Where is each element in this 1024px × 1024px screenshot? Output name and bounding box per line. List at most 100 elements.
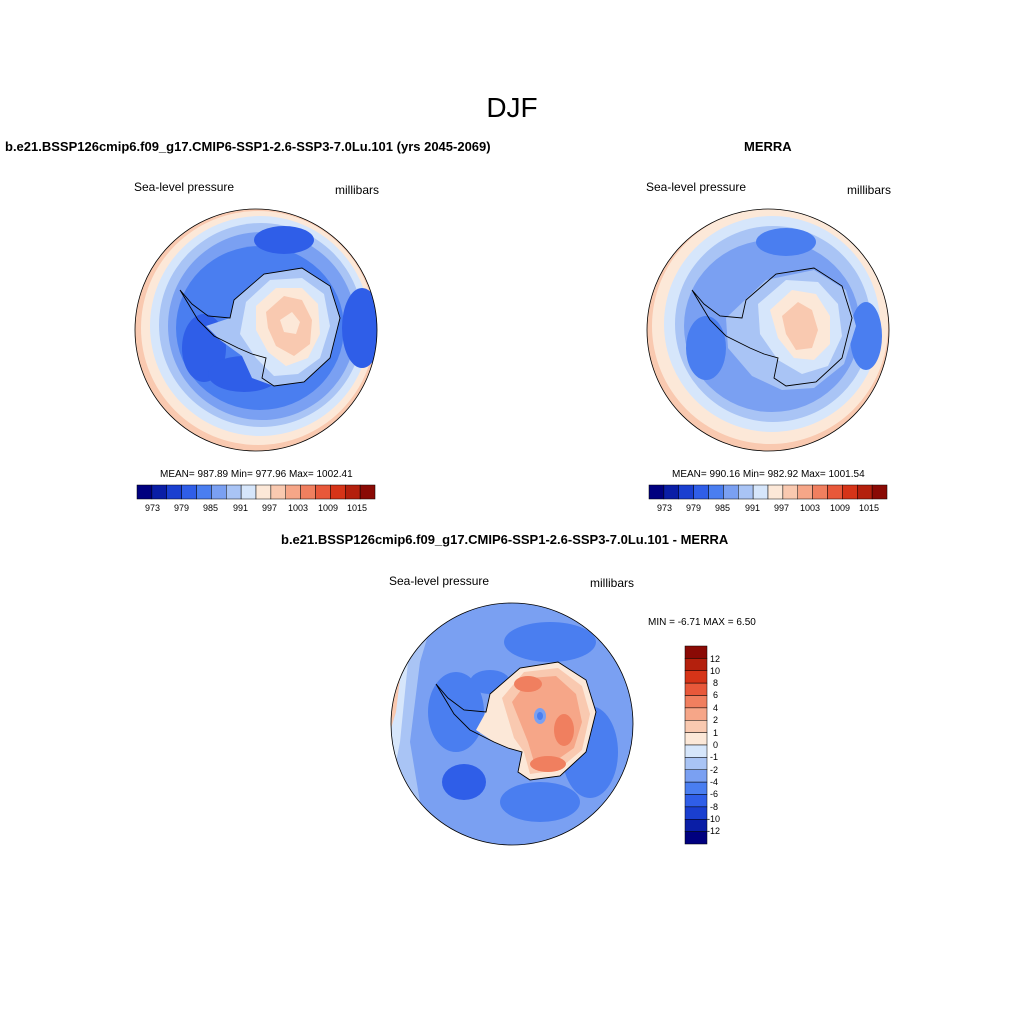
cb3-tick: 1	[713, 728, 719, 738]
panel2-colorbar-ticks: 973 979 985 991 997 1003 1009 1015	[649, 503, 887, 515]
colorbar-swatch	[684, 806, 708, 820]
colorbar-swatch	[300, 484, 316, 500]
colorbar-swatch	[330, 484, 346, 500]
colorbar-swatch	[648, 484, 665, 500]
cb3-tick: 4	[713, 703, 719, 713]
colorbar-swatch	[255, 484, 272, 500]
panel2-variable-label: Sea-level pressure	[646, 180, 747, 194]
colorbar-swatch	[678, 484, 694, 500]
cb3-tick: -6	[710, 789, 719, 799]
colorbar-swatch	[827, 484, 843, 500]
colorbar-swatch	[684, 720, 708, 733]
colorbar-swatch	[684, 769, 708, 783]
colorbar-swatch	[684, 707, 708, 721]
cb1-tick: 1015	[347, 503, 368, 513]
colorbar-swatch	[684, 794, 708, 808]
panel3-colorbar-ticks: 12 10 8 6 4 2 1 0 -1 -2 -4 -6 -8 -10 -12	[707, 646, 750, 844]
colorbar-swatch	[871, 484, 888, 500]
colorbar-swatch	[842, 484, 858, 500]
colorbar-swatch	[752, 484, 769, 500]
cb3-tick: -4	[710, 777, 719, 787]
colorbar-swatch	[684, 781, 708, 795]
colorbar-swatch	[196, 484, 212, 500]
cb3-tick: 6	[713, 690, 719, 700]
cb2-tick: 997	[774, 503, 790, 513]
cb1-tick: 991	[233, 503, 249, 513]
colorbar-swatch	[315, 484, 331, 500]
panel3-stats: MIN = -6.71 MAX = 6.50	[648, 617, 756, 628]
panel3-title: b.e21.BSSP126cmip6.f09_g17.CMIP6-SSP1-2.…	[281, 532, 729, 547]
colorbar-swatch	[684, 695, 708, 709]
colorbar-swatch	[359, 484, 376, 500]
cb1-tick: 973	[145, 503, 161, 513]
panel1-units-label: millibars	[335, 183, 380, 197]
colorbar-swatch	[136, 484, 153, 500]
cb3-tick: -1	[710, 752, 719, 762]
colorbar-swatch	[211, 484, 227, 500]
panel1-stats: MEAN= 987.89 Min= 977.96 Max= 1002.41	[160, 469, 353, 480]
colorbar-swatch	[226, 484, 242, 500]
panel1-variable-label: Sea-level pressure	[134, 180, 235, 194]
colorbar-swatch	[181, 484, 197, 500]
colorbar-swatch	[345, 484, 361, 500]
colorbar-swatch	[723, 484, 739, 500]
panel2-units-label: millibars	[847, 183, 892, 197]
colorbar-swatch	[684, 732, 708, 746]
panel3-map	[390, 602, 634, 846]
panel1-colorbar-ticks: 973 979 985 991 997 1003 1009 1015	[137, 503, 375, 515]
cb1-tick: 985	[203, 503, 219, 513]
colorbar-swatch	[684, 744, 708, 758]
colorbar-swatch	[684, 670, 708, 684]
colorbar-swatch	[151, 484, 168, 500]
colorbar-swatch	[285, 484, 301, 500]
colorbar-swatch	[767, 484, 784, 500]
colorbar-swatch	[684, 819, 708, 832]
colorbar-swatch	[857, 484, 873, 500]
cb3-tick: 8	[713, 678, 719, 688]
panel1-title: b.e21.BSSP126cmip6.f09_g17.CMIP6-SSP1-2.…	[5, 139, 491, 154]
colorbar-swatch	[240, 484, 257, 500]
cb2-tick: 1003	[800, 503, 821, 513]
cb2-tick: 1015	[859, 503, 880, 513]
colorbar-swatch	[738, 484, 754, 500]
colorbar-swatch	[684, 831, 708, 845]
cb1-tick: 979	[174, 503, 190, 513]
panel2-colorbar	[648, 484, 888, 500]
colorbar-swatch	[663, 484, 680, 500]
colorbar-swatch	[812, 484, 828, 500]
cb1-tick: 1003	[288, 503, 309, 513]
colorbar-swatch	[684, 682, 708, 696]
panel1-colorbar	[136, 484, 376, 500]
cb1-tick: 997	[262, 503, 278, 513]
cb3-tick: 2	[713, 715, 719, 725]
cb3-tick: -12	[707, 826, 721, 836]
colorbar-swatch	[166, 484, 182, 500]
cb2-tick: 973	[657, 503, 673, 513]
cb3-tick: 12	[710, 654, 721, 664]
cb2-tick: 985	[715, 503, 731, 513]
panel3-colorbar	[684, 645, 708, 845]
colorbar-swatch	[782, 484, 799, 500]
panel1-map	[134, 208, 378, 452]
cb3-tick: -10	[707, 814, 721, 824]
colorbar-swatch	[797, 484, 813, 500]
cb3-tick: 0	[713, 740, 719, 750]
colorbar-swatch	[684, 645, 708, 659]
panel2-title: MERRA	[744, 139, 792, 154]
panel3-variable-label: Sea-level pressure	[389, 574, 490, 588]
cb1-tick: 1009	[318, 503, 339, 513]
colorbar-swatch	[684, 757, 708, 771]
panel3-units-label: millibars	[590, 576, 635, 590]
cb3-tick: -2	[710, 765, 719, 775]
panel2-map	[646, 208, 890, 452]
cb2-tick: 979	[686, 503, 702, 513]
cb2-tick: 1009	[830, 503, 851, 513]
colorbar-swatch	[684, 658, 708, 672]
figure-title: DJF	[486, 92, 538, 123]
panel2-stats: MEAN= 990.16 Min= 982.92 Max= 1001.54	[672, 469, 865, 480]
colorbar-swatch	[270, 484, 287, 500]
cb3-tick: -8	[710, 802, 719, 812]
cb3-tick: 10	[710, 666, 721, 676]
cb2-tick: 991	[745, 503, 761, 513]
colorbar-swatch	[693, 484, 709, 500]
